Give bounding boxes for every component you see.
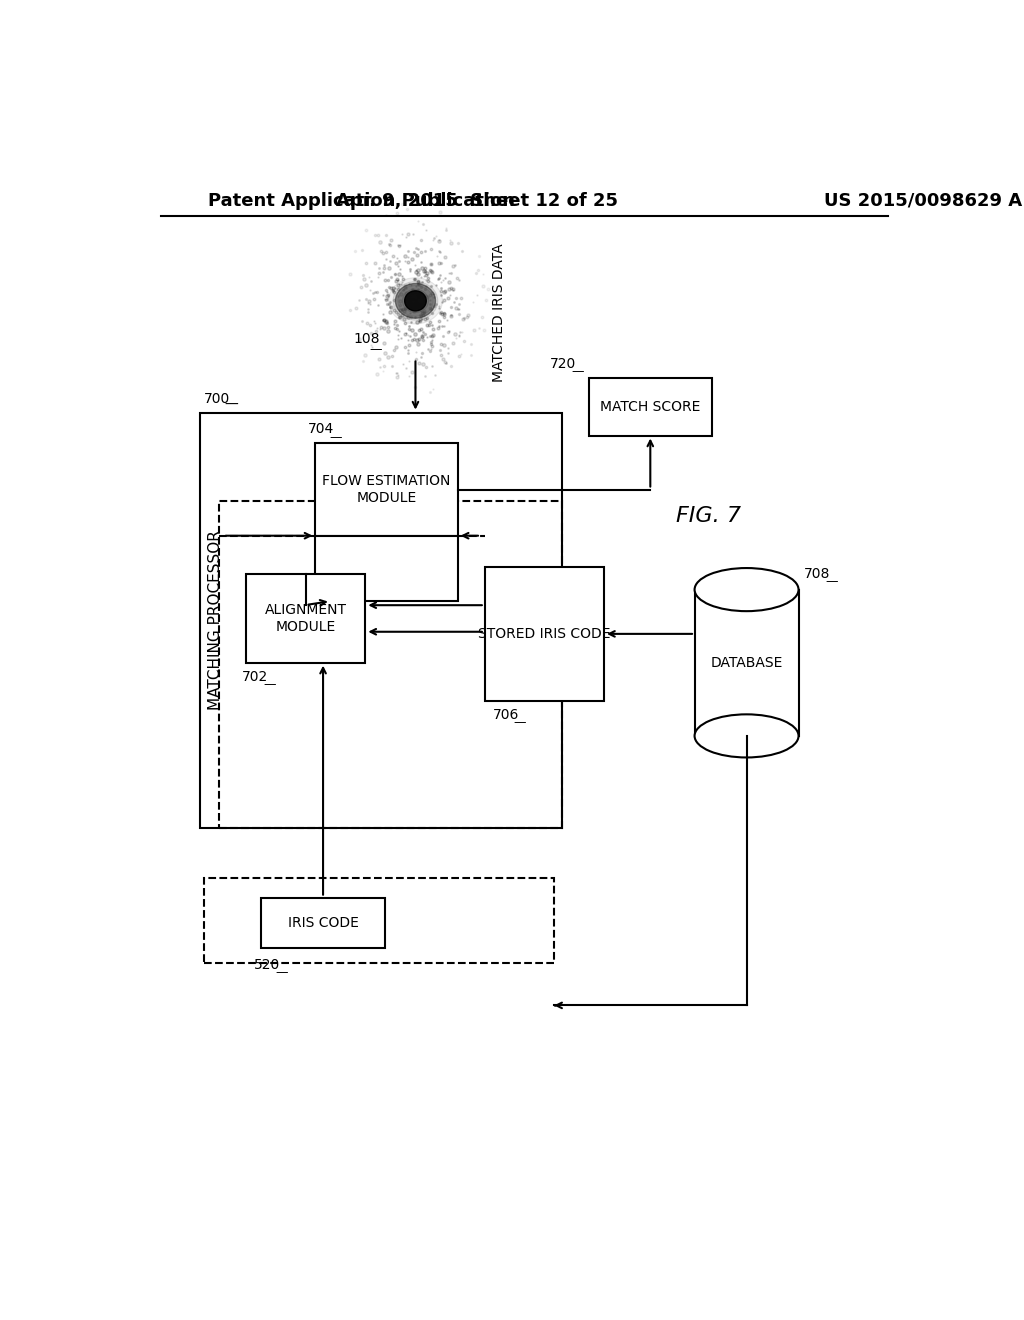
Text: MATCH SCORE: MATCH SCORE (600, 400, 700, 413)
Text: Apr. 9, 2015  Sheet 12 of 25: Apr. 9, 2015 Sheet 12 of 25 (336, 191, 618, 210)
FancyBboxPatch shape (315, 444, 458, 536)
Text: FIG. 7: FIG. 7 (676, 507, 740, 527)
Ellipse shape (407, 293, 424, 309)
Text: —: — (224, 397, 239, 412)
Ellipse shape (694, 568, 799, 611)
Text: 702: 702 (243, 669, 268, 684)
Text: —: — (275, 966, 288, 979)
Ellipse shape (397, 285, 433, 317)
Text: —: — (825, 576, 838, 589)
Text: 704: 704 (307, 422, 334, 437)
FancyBboxPatch shape (200, 412, 562, 829)
Ellipse shape (393, 281, 438, 321)
Ellipse shape (404, 290, 426, 312)
Text: —: — (330, 430, 342, 444)
Text: MATCHING PROCESSOR: MATCHING PROCESSOR (208, 531, 223, 710)
Text: 720: 720 (550, 356, 577, 371)
FancyBboxPatch shape (246, 574, 366, 663)
Ellipse shape (402, 289, 429, 313)
FancyBboxPatch shape (261, 898, 385, 948)
Text: 700: 700 (204, 392, 230, 405)
Text: Patent Application Publication: Patent Application Publication (208, 191, 514, 210)
Text: DATABASE: DATABASE (711, 656, 782, 669)
FancyBboxPatch shape (484, 566, 604, 701)
Text: 520: 520 (254, 957, 280, 972)
Ellipse shape (395, 284, 435, 318)
Text: ALIGNMENT
MODULE: ALIGNMENT MODULE (265, 603, 347, 634)
Ellipse shape (694, 714, 799, 758)
FancyBboxPatch shape (315, 536, 458, 601)
FancyBboxPatch shape (589, 378, 712, 436)
Text: FLOW ESTIMATION
MODULE: FLOW ESTIMATION MODULE (323, 474, 451, 504)
Text: —: — (513, 717, 525, 730)
FancyBboxPatch shape (695, 590, 799, 737)
Text: STORED IRIS CODE: STORED IRIS CODE (478, 627, 610, 642)
Text: —: — (571, 366, 584, 379)
Text: MATCHED IRIS DATA: MATCHED IRIS DATA (492, 243, 506, 381)
Text: 108: 108 (354, 333, 380, 346)
Text: US 2015/0098629 A1: US 2015/0098629 A1 (823, 191, 1024, 210)
Text: 706: 706 (493, 708, 519, 722)
Text: 708: 708 (804, 568, 830, 581)
Text: —: — (370, 343, 382, 356)
Text: IRIS CODE: IRIS CODE (288, 916, 358, 929)
Text: —: — (263, 677, 275, 690)
Ellipse shape (388, 277, 442, 323)
